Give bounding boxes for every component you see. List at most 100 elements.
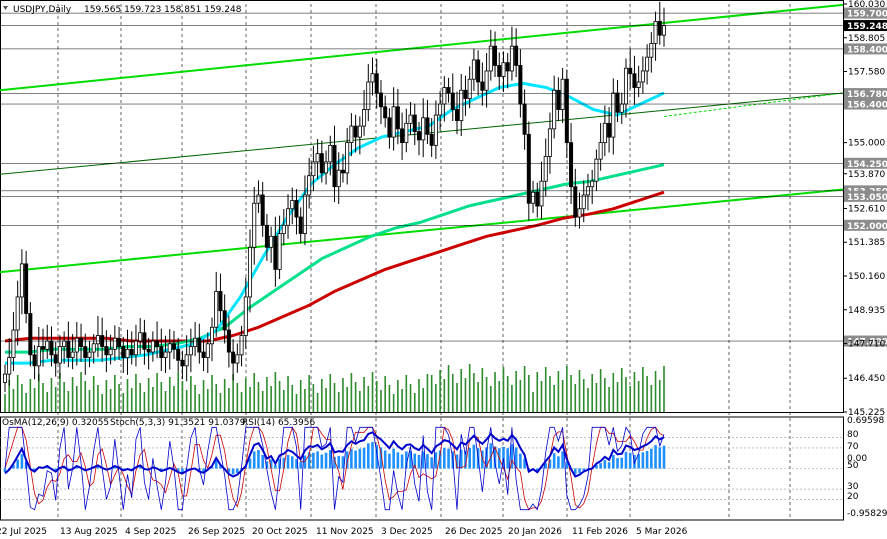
price-label: 147.800 bbox=[847, 338, 887, 348]
candle bbox=[41, 346, 46, 350]
volume-bar bbox=[388, 385, 391, 412]
volume-bar bbox=[287, 376, 289, 412]
candle bbox=[28, 313, 33, 356]
price-label: 158.400 bbox=[847, 45, 887, 55]
osma-bar bbox=[573, 468, 577, 475]
candle bbox=[260, 194, 265, 226]
volume-bar bbox=[185, 390, 188, 412]
candle bbox=[138, 332, 143, 342]
candle bbox=[117, 337, 122, 347]
time-tick-label: 26 Dec 2025 bbox=[445, 527, 503, 537]
candle bbox=[416, 131, 421, 141]
candle bbox=[311, 161, 316, 177]
osma-bar bbox=[54, 468, 57, 471]
candle bbox=[332, 144, 337, 188]
osma-bar bbox=[261, 455, 264, 469]
volume-bar bbox=[37, 374, 40, 412]
volume-bar bbox=[97, 385, 99, 412]
price-label-bg bbox=[844, 43, 887, 55]
ohlc-readout: 159.565 159.723 158.851 159.248 bbox=[84, 5, 242, 15]
candle bbox=[383, 106, 388, 119]
time-tick-label: 22 Jul 2025 bbox=[0, 527, 47, 537]
volume-bar bbox=[447, 365, 450, 412]
dropdown-icon[interactable] bbox=[3, 6, 8, 10]
candle bbox=[442, 87, 447, 105]
volume-bar bbox=[633, 372, 636, 412]
candle bbox=[15, 296, 20, 331]
volume-bar bbox=[147, 378, 150, 412]
candle bbox=[484, 70, 489, 91]
candle bbox=[581, 194, 586, 210]
osma-bar bbox=[16, 459, 19, 469]
osma-bar bbox=[324, 452, 328, 469]
osma-bar bbox=[637, 454, 640, 469]
candle bbox=[438, 103, 443, 116]
candle bbox=[53, 354, 58, 364]
osma-bar bbox=[278, 459, 281, 469]
osma-bar bbox=[620, 457, 624, 469]
candle bbox=[450, 92, 455, 110]
level-lines bbox=[0, 12, 843, 342]
volume-bar bbox=[515, 371, 517, 412]
osma-bar bbox=[413, 453, 417, 469]
volume-bar bbox=[270, 386, 272, 412]
osma-bar bbox=[358, 448, 362, 469]
price-label: 156.780 bbox=[847, 90, 887, 100]
price-label-bg bbox=[844, 157, 887, 169]
volume-bar bbox=[430, 375, 433, 412]
osc-tick-label: 80 bbox=[847, 430, 859, 440]
volume-bar bbox=[278, 381, 281, 412]
osma-readout: OsMA(12,26,9) 0.32055 bbox=[2, 418, 109, 428]
osma-bar bbox=[662, 445, 666, 469]
candle bbox=[488, 45, 493, 72]
candle bbox=[362, 109, 367, 127]
candle bbox=[514, 45, 519, 66]
candle bbox=[429, 133, 434, 146]
stoch-signal-line bbox=[4, 426, 665, 511]
candle bbox=[235, 354, 240, 364]
volume-bar bbox=[84, 381, 87, 412]
candle bbox=[471, 59, 476, 80]
osma-bar bbox=[290, 456, 294, 469]
volume-bar bbox=[80, 372, 82, 412]
volume-bar bbox=[342, 378, 344, 412]
osma-bar bbox=[400, 454, 404, 469]
channel-extension bbox=[663, 92, 844, 117]
candle bbox=[45, 340, 50, 350]
volume-bar bbox=[367, 386, 370, 412]
candle bbox=[91, 343, 96, 353]
osma-bar bbox=[341, 456, 345, 469]
volume-bar bbox=[228, 388, 230, 412]
price-label-bg bbox=[844, 185, 887, 197]
candle bbox=[155, 340, 160, 347]
price-label: 154.250 bbox=[847, 160, 887, 170]
volume-bar bbox=[312, 384, 315, 412]
candle bbox=[146, 348, 151, 353]
volume-bar bbox=[63, 382, 65, 412]
osma-bar bbox=[493, 446, 497, 469]
candle bbox=[628, 67, 633, 75]
volume-bar bbox=[540, 381, 543, 412]
candle bbox=[184, 354, 189, 367]
volume-bar bbox=[435, 384, 437, 412]
volume-bar bbox=[304, 389, 306, 412]
volume-bar bbox=[485, 377, 488, 412]
volume-bar bbox=[646, 376, 648, 412]
price-label-bg bbox=[844, 219, 887, 231]
volume-bar bbox=[321, 379, 323, 412]
volume-bar bbox=[380, 390, 382, 412]
candle bbox=[476, 59, 481, 83]
volume-bar bbox=[295, 394, 298, 412]
candle bbox=[74, 337, 79, 353]
osma-bar bbox=[181, 468, 184, 473]
volume-bar bbox=[523, 366, 526, 412]
candle bbox=[290, 200, 295, 210]
volume-bar bbox=[490, 386, 492, 412]
volume-bar bbox=[422, 388, 425, 412]
volume-bar bbox=[236, 383, 239, 412]
volume-bar bbox=[283, 390, 285, 412]
osma-bar bbox=[354, 450, 357, 469]
volume-bar bbox=[21, 384, 23, 412]
